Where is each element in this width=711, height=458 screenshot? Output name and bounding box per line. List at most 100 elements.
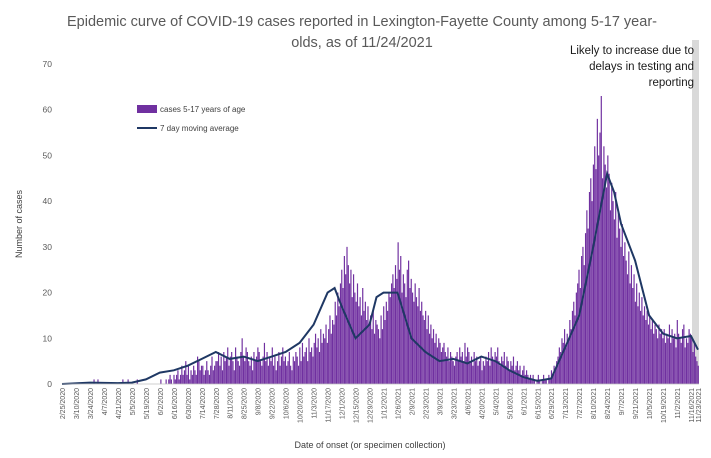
case-bar	[425, 310, 427, 384]
case-bar	[636, 283, 638, 384]
case-bar	[654, 324, 656, 384]
case-bar	[339, 283, 342, 384]
case-bar	[127, 379, 129, 384]
case-bar	[286, 365, 288, 384]
y-tick-label: 70	[43, 59, 53, 69]
case-bar	[678, 333, 680, 384]
case-bar	[97, 379, 99, 384]
annotation-reporting-delay: Likely to increase due to delays in test…	[570, 45, 694, 89]
case-bar	[545, 379, 547, 384]
x-tick-label: 11/17/2020	[326, 388, 333, 423]
x-tick-label: 11/23/2021	[696, 388, 703, 423]
case-bar	[190, 370, 192, 384]
case-bar	[214, 365, 216, 384]
case-bar	[605, 187, 608, 384]
x-tick-label: 10/20/2020	[298, 388, 305, 423]
case-bar	[404, 283, 406, 384]
x-tick-label: 9/22/2020	[270, 388, 277, 419]
case-bar	[459, 347, 461, 384]
case-bar	[641, 297, 643, 384]
y-tick-label: 50	[43, 150, 53, 160]
case-bar	[553, 365, 555, 384]
case-bar	[671, 329, 673, 384]
case-bar	[248, 361, 250, 384]
case-bar	[236, 356, 238, 384]
case-bar	[481, 370, 483, 384]
x-tick-label: 12/1/2020	[340, 388, 347, 419]
annotation-line-3: reporting	[649, 77, 694, 89]
case-bar	[650, 329, 652, 384]
case-bar	[453, 365, 456, 384]
case-bar	[343, 256, 345, 384]
case-bar	[254, 361, 256, 384]
case-bar	[582, 246, 584, 384]
x-tick-label: 6/2/2020	[158, 388, 165, 415]
case-bar	[211, 356, 213, 384]
case-bar	[498, 361, 500, 384]
case-bar	[448, 361, 450, 384]
case-bar	[655, 329, 657, 384]
case-bar	[426, 329, 428, 384]
case-bar	[398, 269, 401, 384]
x-tick-label: 10/5/2021	[647, 388, 654, 419]
case-bar	[461, 352, 463, 384]
case-bar	[408, 260, 410, 384]
case-bar	[520, 374, 522, 384]
case-bar	[305, 347, 307, 384]
case-bar	[296, 356, 298, 384]
case-bar	[512, 356, 515, 384]
case-bar	[495, 356, 498, 384]
case-bar	[347, 265, 349, 384]
case-bar	[482, 361, 484, 384]
case-bar	[263, 342, 266, 384]
case-bar	[282, 347, 284, 384]
x-tick-label: 6/30/2020	[186, 388, 193, 419]
case-bar	[333, 324, 335, 384]
case-bar	[415, 297, 418, 384]
case-bar	[444, 352, 446, 384]
case-bar	[680, 342, 682, 384]
case-bar	[628, 251, 630, 384]
case-bar	[400, 256, 402, 384]
case-bar	[575, 292, 577, 384]
case-bar	[592, 164, 595, 384]
case-bar	[693, 342, 695, 384]
case-bar	[199, 370, 201, 384]
case-bar	[463, 361, 465, 384]
x-tick-label: 9/21/2021	[633, 388, 640, 419]
case-bar	[451, 356, 453, 384]
case-bar	[467, 347, 469, 384]
case-bar	[429, 333, 431, 384]
case-bar	[273, 365, 275, 384]
case-bar	[696, 361, 698, 384]
case-bar	[602, 178, 604, 384]
case-bar	[227, 347, 229, 384]
case-bar	[531, 379, 533, 384]
y-axis-title: Number of cases	[14, 189, 24, 258]
case-bar	[346, 246, 348, 384]
case-bar	[210, 365, 212, 384]
case-bar	[413, 301, 415, 384]
case-bar	[600, 96, 602, 384]
case-bar	[567, 338, 570, 384]
case-bar	[598, 155, 600, 384]
case-bar	[225, 356, 228, 384]
case-bar	[645, 320, 647, 384]
legend-label-cases: cases 5-17 years of age	[160, 105, 246, 114]
x-tick-label: 9/8/2020	[256, 388, 263, 415]
case-bar	[249, 365, 251, 384]
y-axis: 0 10 20 30 40 50 60 70	[43, 59, 53, 389]
case-bar	[524, 374, 526, 384]
case-bar	[564, 329, 566, 384]
x-tick-label: 6/1/2021	[521, 388, 528, 415]
case-bar	[177, 370, 179, 384]
case-bar	[418, 288, 420, 384]
case-bar	[280, 356, 283, 384]
case-bar	[207, 370, 209, 384]
case-bar	[360, 315, 363, 384]
x-tick-label: 2/9/2021	[410, 388, 417, 415]
case-bar	[257, 347, 259, 384]
case-bar	[442, 347, 444, 384]
case-bar	[594, 146, 596, 384]
case-bar	[292, 356, 294, 384]
